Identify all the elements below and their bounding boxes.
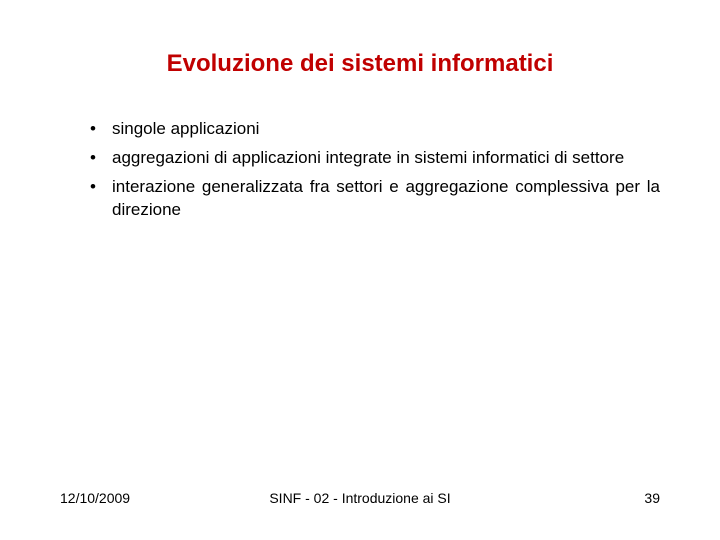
footer-title: SINF - 02 - Introduzione ai SI (269, 490, 450, 506)
slide: Evoluzione dei sistemi informatici singo… (0, 0, 720, 540)
list-item: singole applicazioni (90, 118, 660, 141)
bullet-list: singole applicazioni aggregazioni di app… (60, 118, 660, 222)
footer-date: 12/10/2009 (60, 490, 130, 506)
list-item: aggregazioni di applicazioni integrate i… (90, 147, 660, 170)
slide-footer: 12/10/2009 SINF - 02 - Introduzione ai S… (0, 490, 720, 506)
footer-page-number: 39 (644, 490, 660, 506)
slide-title: Evoluzione dei sistemi informatici (60, 50, 660, 78)
list-item: interazione generalizzata fra settori e … (90, 176, 660, 222)
